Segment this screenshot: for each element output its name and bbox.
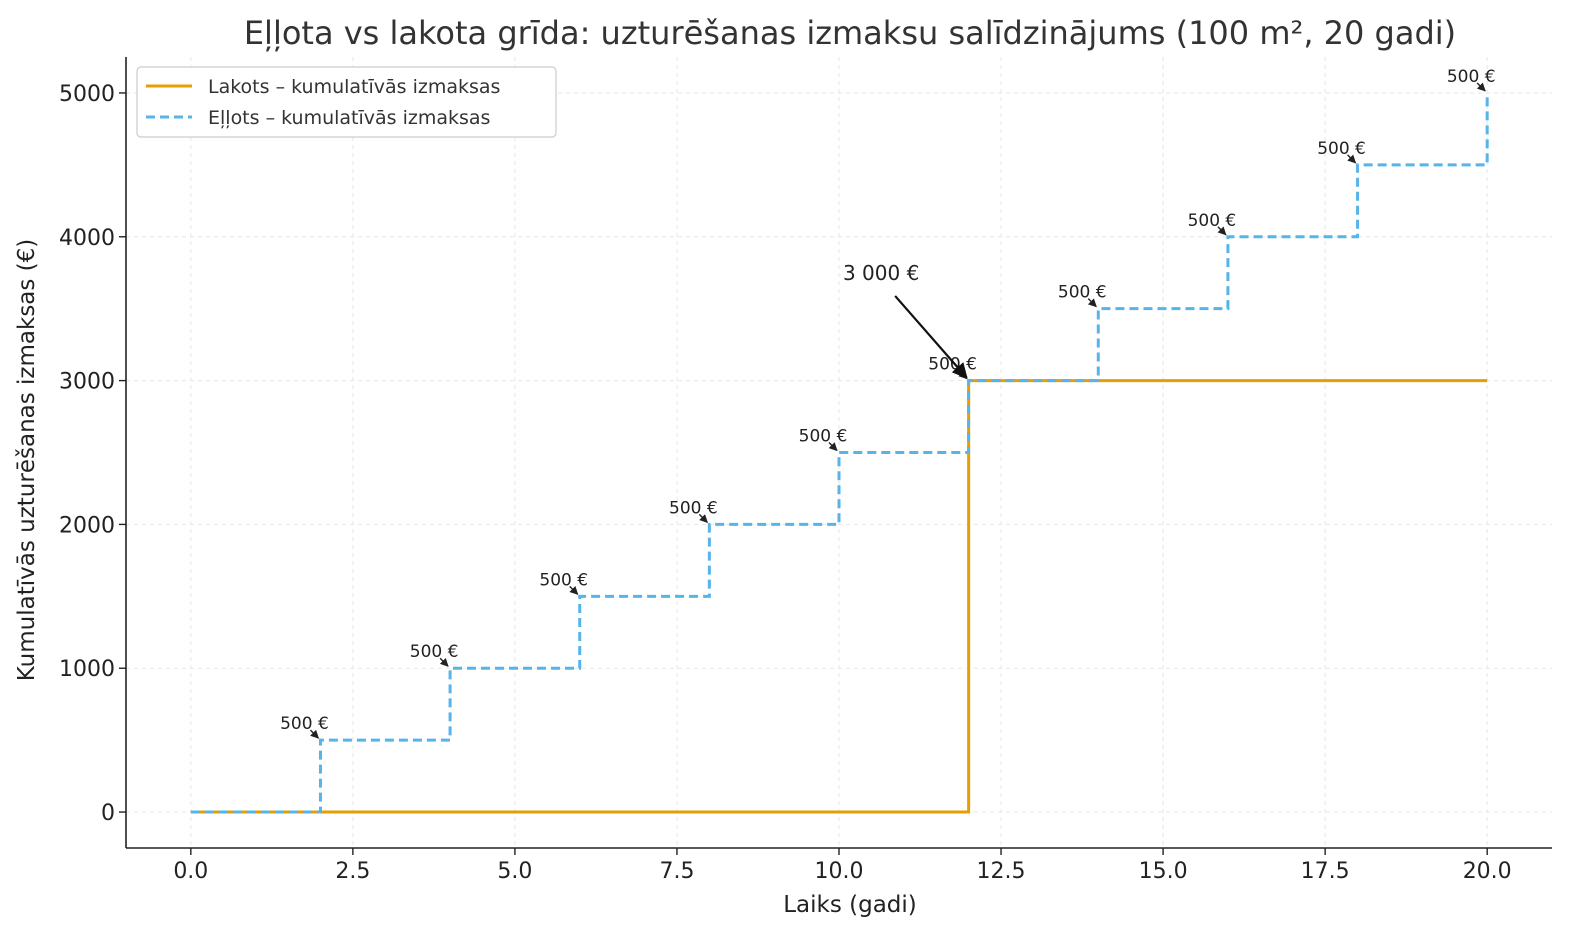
series-line-2 bbox=[190, 92, 1489, 814]
annotation-label: 500 € bbox=[410, 642, 459, 662]
legend-entry-1: Lakots – kumulatīvās izmaksas bbox=[208, 76, 500, 98]
x-tick-label: 7.5 bbox=[659, 859, 694, 884]
y-tick-label: 1000 bbox=[59, 657, 115, 682]
axis-layer: 0.0 2.5 5.0 7.5 10.0 12.5 15.0 17.5 20.0 0 1000 200… bbox=[59, 57, 1552, 884]
annotation-label: 500 € bbox=[1058, 283, 1107, 303]
legend-entry-2: Eļļots – kumulatīvās izmaksas bbox=[208, 107, 490, 129]
legend-box bbox=[136, 66, 557, 138]
y-tick-label: 5000 bbox=[59, 82, 115, 107]
annotation-arrow bbox=[1347, 154, 1357, 164]
x-tick-label: 15.0 bbox=[1139, 859, 1188, 884]
x-axis-label: Laiks (gadi) bbox=[783, 892, 917, 918]
series-line-1 bbox=[190, 379, 1488, 814]
annotation-arrow bbox=[828, 442, 838, 452]
annotation-arrow bbox=[1087, 298, 1097, 308]
x-tick-label: 5.0 bbox=[497, 859, 532, 884]
legend: Lakots – kumulatīvās izmaksas Eļļots – ku… bbox=[136, 66, 557, 138]
annotation-arrow bbox=[698, 513, 708, 524]
annotation-arrow bbox=[1217, 226, 1227, 236]
series-layer bbox=[190, 92, 1489, 814]
y-tick-label: 0 bbox=[101, 801, 115, 826]
annotation-arrow bbox=[1476, 82, 1486, 92]
annotation-arrow bbox=[309, 729, 320, 739]
annotation-arrow bbox=[569, 585, 579, 595]
annotation-label: 500 € bbox=[1447, 67, 1496, 87]
annotation-label: 500 € bbox=[669, 498, 718, 518]
grid-layer bbox=[126, 57, 1552, 848]
callout-label: 3 000 € bbox=[843, 261, 919, 285]
annotation-label: 500 € bbox=[539, 570, 588, 590]
x-tick-label: 17.5 bbox=[1301, 859, 1350, 884]
annotation-label: 500 € bbox=[280, 714, 329, 734]
y-tick-label: 4000 bbox=[59, 226, 115, 251]
x-tick-label: 12.5 bbox=[977, 859, 1026, 884]
x-tick-label: 0.0 bbox=[173, 859, 208, 884]
annotation-label: 500 € bbox=[1317, 139, 1366, 159]
annotation-label: 500 € bbox=[928, 355, 977, 375]
callout-arrow bbox=[894, 295, 968, 379]
y-tick-label: 3000 bbox=[59, 370, 115, 395]
annotation-label: 500 € bbox=[1188, 211, 1237, 231]
annotation-arrow bbox=[439, 657, 449, 667]
y-tick-label: 2000 bbox=[59, 513, 115, 538]
chart-title: Eļļota vs lakota grīda: uzturēšanas izma… bbox=[244, 14, 1456, 52]
x-tick-label: 20.0 bbox=[1463, 859, 1512, 884]
y-axis-label: Kumulatīvās uzturēšanas izmaksas (€) bbox=[14, 239, 40, 682]
annotation-label: 500 € bbox=[799, 427, 848, 447]
annotation-layer: 500 € 500 € 500 € 500 € 500 € 500 € 500 € 500 €… bbox=[280, 67, 1496, 739]
x-tick-label: 10.0 bbox=[815, 859, 864, 884]
x-tick-label: 2.5 bbox=[335, 859, 370, 884]
